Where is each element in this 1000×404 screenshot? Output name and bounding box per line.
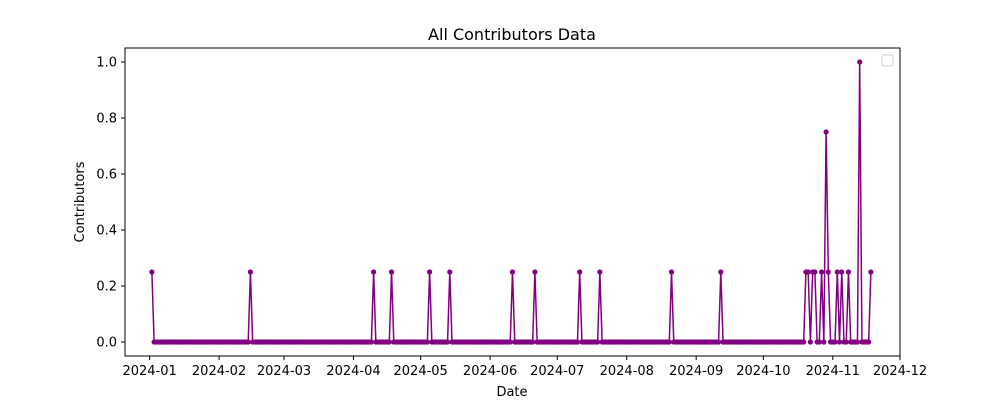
data-point xyxy=(444,339,451,345)
data-point xyxy=(595,339,601,345)
x-axis: 2024-01 2024-02 2024-03 2024-04 2024-05 2024-… xyxy=(122,356,927,379)
data-point xyxy=(666,339,672,345)
data-point xyxy=(825,269,831,275)
data-point xyxy=(530,339,536,345)
y-tick-label: 0.2 xyxy=(96,280,117,295)
x-tick-label: 2024-01 xyxy=(122,364,176,379)
data-point xyxy=(854,339,861,345)
data-point xyxy=(368,339,374,345)
data-point xyxy=(868,269,874,275)
chart-title: All Contributors Data xyxy=(428,25,596,44)
legend-box xyxy=(881,54,894,67)
y-tick-label: 1.0 xyxy=(96,56,117,71)
series-layer xyxy=(149,59,874,345)
data-point xyxy=(386,339,392,345)
y-tick-label: 0.0 xyxy=(96,336,117,351)
data-point xyxy=(447,269,453,275)
data-point xyxy=(507,339,513,345)
x-tick-label: 2024-06 xyxy=(463,364,517,379)
x-tick-label: 2024-12 xyxy=(873,364,927,379)
data-point xyxy=(574,339,581,345)
y-tick-label: 0.6 xyxy=(96,168,117,183)
data-point xyxy=(388,269,395,275)
data-point xyxy=(718,269,724,275)
data-point xyxy=(816,339,822,345)
data-point xyxy=(866,339,872,345)
data-point xyxy=(597,269,603,275)
data-point xyxy=(832,339,838,345)
data-point xyxy=(245,339,251,345)
data-point xyxy=(812,269,818,275)
data-point xyxy=(715,339,722,345)
x-tick-label: 2024-10 xyxy=(736,364,790,379)
data-point xyxy=(845,269,852,275)
data-point xyxy=(834,269,840,275)
x-tick-label: 2024-08 xyxy=(600,364,654,379)
data-point xyxy=(247,269,254,275)
x-tick-label: 2024-03 xyxy=(257,364,311,379)
y-tick-label: 0.8 xyxy=(96,112,117,127)
data-point xyxy=(149,269,155,275)
x-axis-label: Date xyxy=(496,385,527,400)
data-point xyxy=(836,339,843,345)
x-tick-label: 2024-02 xyxy=(192,364,246,379)
data-point xyxy=(819,269,825,275)
data-point xyxy=(577,269,583,275)
data-point xyxy=(823,129,829,135)
series-line xyxy=(151,61,872,343)
data-point xyxy=(427,269,433,275)
x-tick-label: 2024-04 xyxy=(326,364,380,379)
x-tick-label: 2024-11 xyxy=(806,364,860,379)
plot-area xyxy=(124,47,901,357)
data-point xyxy=(857,59,863,65)
y-axis-label: Contributors xyxy=(73,161,88,242)
data-point xyxy=(371,269,377,275)
data-point xyxy=(805,269,811,275)
x-tick-label: 2024-07 xyxy=(530,364,584,379)
x-tick-label: 2024-09 xyxy=(669,364,723,379)
data-point xyxy=(424,339,430,345)
data-point xyxy=(668,269,675,275)
data-point xyxy=(801,339,807,345)
data-point xyxy=(807,339,814,345)
data-point xyxy=(532,269,538,275)
data-point xyxy=(839,269,845,275)
data-point xyxy=(821,339,827,345)
y-axis: 0.0 0.2 0.4 0.6 0.8 1.0 xyxy=(96,56,125,351)
x-tick-label: 2024-05 xyxy=(394,364,448,379)
data-point xyxy=(509,269,516,275)
data-point xyxy=(843,339,849,345)
y-tick-label: 0.4 xyxy=(96,224,117,239)
